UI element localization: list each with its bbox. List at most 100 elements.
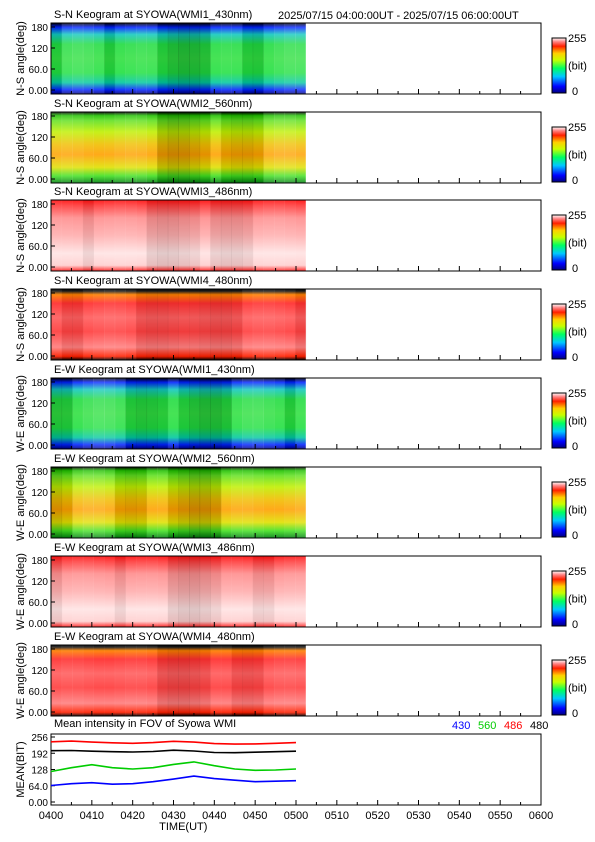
keogram-column: [273, 378, 286, 449]
colorbar: [551, 214, 567, 271]
y-tick-label: 180: [31, 467, 48, 478]
x-tick-label: 0600: [529, 810, 553, 822]
keogram-column: [157, 378, 169, 449]
keogram-column: [199, 23, 211, 94]
keogram-column: [178, 467, 190, 538]
keogram-column: [104, 645, 116, 716]
keogram-title: S-N Keogram at SYOWA(WMI2_560nm): [54, 98, 252, 110]
keogram-column: [104, 23, 116, 94]
keogram-column: [231, 289, 243, 360]
keogram-column: [231, 378, 243, 449]
keogram-image: [51, 645, 306, 716]
y-tick-label: 60.0: [29, 154, 49, 165]
keogram-column: [51, 378, 63, 449]
keogram-column: [135, 556, 148, 627]
keogram-column: [189, 378, 201, 449]
keogram-column: [114, 289, 126, 360]
keogram-column: [146, 23, 158, 94]
keogram-column: [135, 467, 148, 538]
keogram-column: [220, 112, 232, 183]
keogram-column: [72, 289, 84, 360]
keogram-column: [125, 556, 137, 627]
keogram-column: [178, 556, 190, 627]
y-axis-label: W-E angle(deg): [15, 642, 27, 719]
chart-title: Mean intensity in FOV of Syowa WMI: [54, 718, 236, 730]
y-tick-label: 0.00: [29, 86, 49, 97]
x-tick-label: 0410: [80, 810, 104, 822]
keogram-column: [157, 645, 169, 716]
y-tick-label: 120: [31, 666, 48, 677]
keogram-column: [242, 645, 254, 716]
keogram-column: [167, 112, 179, 183]
colorbar: [551, 37, 567, 94]
colorbar-max-label: 255: [568, 210, 586, 222]
keogram-column: [220, 378, 232, 449]
keogram-column: [273, 556, 286, 627]
keogram-column: [93, 289, 105, 360]
keogram-column: [199, 467, 211, 538]
x-tick-label: 0400: [39, 810, 63, 822]
y-axis-label: W-E angle(deg): [15, 553, 27, 630]
keogram-column: [82, 23, 94, 94]
y-axis-label: MEAN(BIT): [15, 741, 27, 797]
keogram-column: [189, 200, 201, 271]
y-tick-label: 180: [31, 378, 48, 389]
keogram-column: [252, 23, 264, 94]
keogram-column: [82, 112, 94, 183]
keogram-column: [199, 112, 211, 183]
keogram-column: [72, 645, 84, 716]
keogram-column: [167, 467, 179, 538]
keogram-column: [210, 23, 222, 94]
keogram-column: [231, 23, 243, 94]
keogram-column: [72, 378, 84, 449]
colorbar-max-label: 255: [568, 566, 586, 578]
keogram-column: [125, 645, 137, 716]
keogram-column: [51, 200, 63, 271]
keogram-column: [135, 645, 148, 716]
colorbar-min-label: 0: [572, 441, 578, 453]
keogram-column: [167, 556, 179, 627]
keogram-image: [51, 289, 306, 360]
keogram-column: [125, 112, 137, 183]
keogram-column: [61, 23, 73, 94]
keogram-image: [51, 112, 306, 183]
keogram-title: E-W Keogram at SYOWA(WMI2_560nm): [54, 453, 255, 465]
keogram-column: [82, 556, 94, 627]
keogram-column: [114, 378, 126, 449]
keogram-column: [51, 23, 63, 94]
keogram-column: [157, 112, 169, 183]
keogram-column: [93, 556, 105, 627]
keogram-column: [82, 289, 94, 360]
x-tick-label: 0540: [447, 810, 471, 822]
keogram-column: [284, 23, 296, 94]
y-axis-label: W-E angle(deg): [15, 375, 27, 452]
y-tick-label: 0.00: [29, 441, 49, 452]
colorbar-unit-label: (bit): [568, 594, 587, 606]
y-tick-label: 0.00: [29, 530, 49, 541]
x-tick-label: 0520: [365, 810, 389, 822]
colorbar-min-label: 0: [572, 619, 578, 631]
y-tick-label: 180: [31, 645, 48, 656]
y-tick-label: 60.0: [29, 331, 49, 342]
keogram-column: [220, 23, 232, 94]
keogram-image: [51, 467, 306, 538]
keogram-column: [146, 556, 158, 627]
keogram-column: [263, 112, 275, 183]
keogram-column: [189, 556, 201, 627]
y-tick-label: 120: [31, 399, 48, 410]
colorbar-unit-label: (bit): [568, 683, 587, 695]
y-tick-label: 120: [31, 577, 48, 588]
keogram-title: E-W Keogram at SYOWA(WMI3_486nm): [54, 542, 255, 554]
colorbar-unit-label: (bit): [568, 238, 587, 250]
keogram-column: [284, 200, 296, 271]
colorbar-unit-label: (bit): [568, 505, 587, 517]
keogram-column: [252, 112, 264, 183]
keogram-column: [146, 378, 158, 449]
y-tick-label: 0.00: [29, 619, 49, 630]
x-tick-label: 0510: [325, 810, 349, 822]
keogram-column: [72, 200, 84, 271]
keogram-column: [61, 200, 73, 271]
x-tick-label: 0420: [120, 810, 144, 822]
mean-intensity-chart: Mean intensity in FOV of Syowa WMI 430 560…: [15, 718, 553, 833]
colorbar-max-label: 255: [568, 299, 586, 311]
